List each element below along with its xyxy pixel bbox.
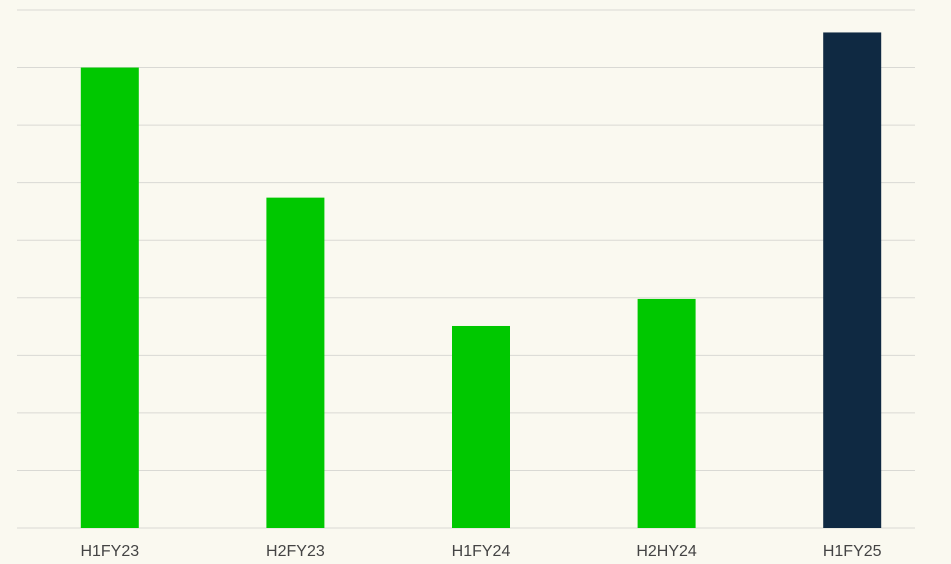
x-tick-label: H1FY25 bbox=[823, 543, 882, 560]
bar bbox=[80, 67, 139, 529]
x-tick-label: H1FY24 bbox=[452, 543, 511, 560]
bar bbox=[266, 197, 325, 528]
bar bbox=[637, 298, 696, 528]
x-tick-label: H1FY23 bbox=[80, 543, 139, 560]
x-tick-label: H2FY23 bbox=[266, 543, 325, 560]
x-tick-label: H2HY24 bbox=[636, 543, 697, 560]
bar bbox=[452, 325, 510, 528]
bar bbox=[823, 32, 882, 529]
